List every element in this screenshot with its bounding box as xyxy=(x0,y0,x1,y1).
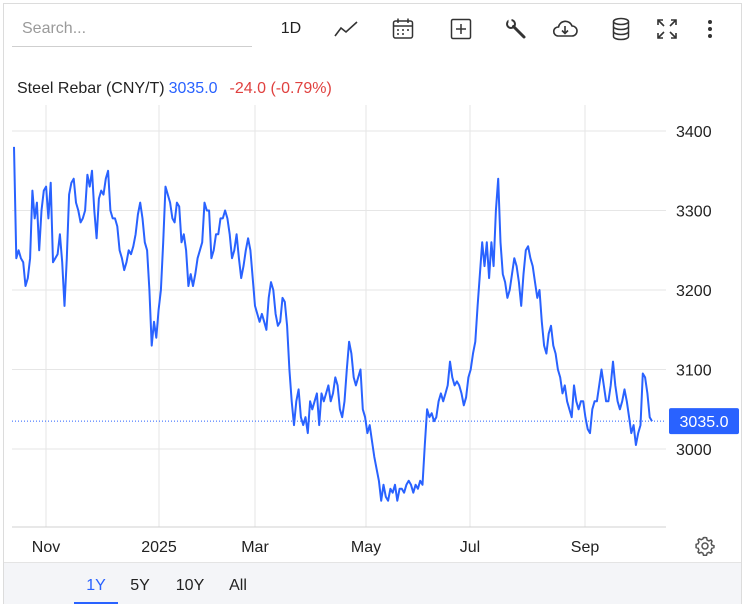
price-change: -24.0 (-0.79%) xyxy=(229,80,332,97)
fullscreen-icon[interactable] xyxy=(651,14,683,44)
range-5y-button[interactable]: 5Y xyxy=(130,577,150,594)
x-tick-label: Jul xyxy=(460,539,480,556)
y-tick-label: 3400 xyxy=(676,124,712,141)
calendar-icon[interactable] xyxy=(387,14,419,44)
y-tick-label: 3200 xyxy=(676,283,712,300)
wrench-icon[interactable] xyxy=(500,14,532,44)
y-tick-label: 3300 xyxy=(676,204,712,221)
search-input[interactable] xyxy=(12,14,252,44)
x-tick-label: Mar xyxy=(241,539,269,556)
y-tick-label: 3000 xyxy=(676,442,712,459)
interval-button[interactable]: 1D xyxy=(280,20,302,37)
x-tick-label: May xyxy=(351,539,381,556)
range-1y-button[interactable]: 1Y xyxy=(74,563,118,604)
x-tick-label: Nov xyxy=(32,539,60,556)
last-price-badge xyxy=(669,408,739,435)
add-icon[interactable] xyxy=(445,14,477,44)
legend: Steel Rebar (CNY/T) 3035.0 -24.0 (-0.79%) xyxy=(17,80,332,98)
search-box[interactable] xyxy=(12,14,252,47)
last-price-badge-label: 3035.0 xyxy=(680,414,729,431)
range-selector: 1Y 5Y 10Y All xyxy=(4,562,741,604)
settings-gear-icon[interactable] xyxy=(694,535,716,557)
more-vertical-icon[interactable] xyxy=(696,14,724,44)
cloud-download-icon[interactable] xyxy=(548,14,582,44)
x-tick-label: 2025 xyxy=(141,539,177,556)
range-all-button[interactable]: All xyxy=(229,577,247,594)
x-tick-label: Sep xyxy=(571,539,600,556)
database-icon[interactable] xyxy=(605,14,637,44)
price-series-line xyxy=(13,146,653,502)
last-price: 3035.0 xyxy=(168,80,218,97)
chart-widget xyxy=(3,3,742,604)
symbol-name: Steel Rebar (CNY/T) xyxy=(17,80,165,97)
range-10y-button[interactable]: 10Y xyxy=(175,577,205,594)
line-chart-icon[interactable] xyxy=(330,14,362,44)
y-tick-label: 3100 xyxy=(676,363,712,380)
